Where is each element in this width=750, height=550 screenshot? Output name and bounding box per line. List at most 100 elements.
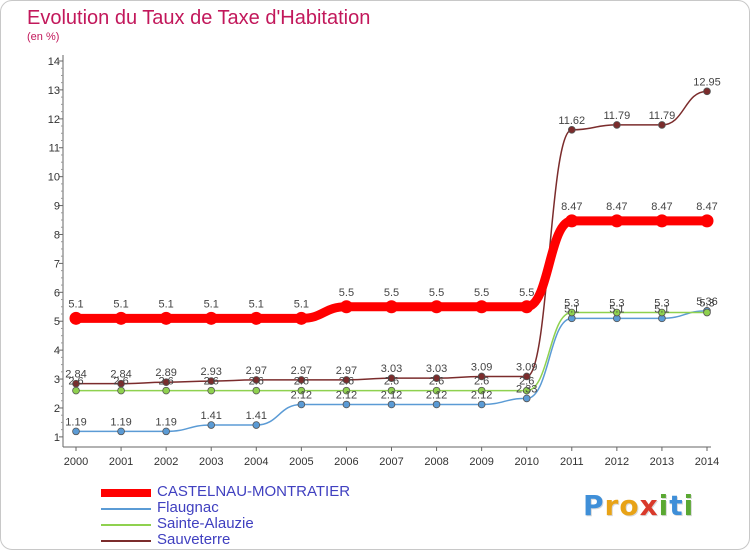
x-tick-label: 2013 (650, 456, 674, 468)
proxiti-logo: Proxiti (583, 489, 694, 522)
y-tick-label: 10 (48, 172, 60, 184)
data-label: 5.1 (113, 298, 128, 310)
data-label: 12.95 (693, 76, 721, 88)
data-label: 2.6 (339, 376, 354, 388)
legend-swatch-sainte-alauzie (101, 524, 151, 526)
data-point (72, 379, 80, 388)
chart-unit-label: (en %) (27, 31, 60, 43)
data-label: 2.6 (204, 376, 219, 388)
data-label: 2.6 (249, 376, 264, 388)
data-point (432, 374, 441, 382)
legend-swatch-castelnau (101, 489, 151, 497)
data-point (700, 214, 714, 228)
data-label: 2.84 (110, 369, 131, 381)
data-point (297, 400, 306, 409)
x-tick-label: 2009 (469, 456, 493, 468)
data-label: 2.6 (158, 376, 173, 388)
y-tick-label: 6 (54, 287, 60, 299)
data-label: 1.41 (201, 410, 222, 422)
y-tick-label: 8 (54, 229, 60, 241)
data-point (703, 87, 711, 96)
data-point (204, 311, 218, 325)
data-label: 3.03 (381, 363, 402, 375)
data-point (342, 386, 351, 395)
data-point (613, 121, 621, 129)
logo-letter: P (583, 489, 605, 522)
x-tick-label: 2007 (379, 456, 403, 468)
data-point (565, 214, 579, 228)
data-point (477, 386, 486, 395)
data-label: 11.62 (558, 115, 585, 127)
y-tick-label: 4 (54, 345, 60, 357)
x-tick-label: 2001 (109, 456, 133, 468)
data-point (430, 300, 444, 314)
data-point (387, 386, 396, 395)
data-label: 11.79 (603, 110, 630, 122)
x-tick-label: 2014 (695, 456, 719, 468)
data-label: 5.3 (654, 298, 669, 310)
data-point (252, 421, 261, 429)
data-label: 5.36 (696, 296, 717, 308)
data-point (117, 427, 125, 436)
data-label: 5.5 (339, 287, 354, 299)
data-point (159, 311, 173, 325)
data-label: 2.12 (381, 389, 402, 401)
y-tick-label: 13 (48, 85, 60, 97)
logo-letter: x (639, 489, 659, 522)
data-label: 2.97 (291, 365, 312, 377)
data-point (477, 400, 486, 409)
legend-label: Flaugnac (157, 499, 219, 516)
data-point (297, 386, 306, 395)
x-tick-label: 2004 (244, 456, 268, 468)
data-label: 5.1 (564, 303, 579, 315)
data-label: 5.1 (654, 303, 669, 315)
data-label: 2.6 (68, 376, 83, 388)
data-label: 2.97 (336, 365, 357, 377)
data-point (432, 400, 441, 409)
x-tick-label: 2012 (605, 456, 629, 468)
logo-letter: r (604, 489, 620, 522)
y-tick-label: 7 (54, 258, 60, 270)
legend-label: Sauveterre (157, 531, 231, 548)
data-label: 8.47 (606, 201, 627, 213)
data-point (117, 386, 125, 395)
y-tick-label: 11 (49, 143, 60, 155)
y-tick-label: 3 (54, 374, 60, 386)
legend-swatch-flaugnac (101, 508, 151, 510)
data-label: 2.6 (384, 376, 399, 388)
data-label: 1.19 (65, 416, 86, 428)
legend-label: Sainte-Alauzie (157, 515, 254, 532)
data-point (342, 376, 351, 384)
data-point (297, 376, 306, 384)
y-tick-label: 5 (54, 316, 60, 328)
data-point (567, 308, 576, 317)
data-point (387, 400, 396, 409)
data-point (252, 376, 261, 384)
y-tick-label: 14 (48, 56, 60, 68)
data-label: 2.6 (519, 376, 534, 388)
data-label: 2.33 (516, 383, 537, 395)
data-point (475, 300, 489, 314)
y-tick-label: 9 (54, 201, 60, 213)
data-point (387, 374, 396, 382)
data-point (703, 308, 711, 317)
series-line-castelnau-montratier (71, 216, 712, 323)
data-point (294, 311, 308, 325)
data-label: 2.89 (155, 367, 176, 379)
data-label: 5.3 (699, 298, 714, 310)
data-label: 2.84 (65, 369, 86, 381)
data-point (385, 300, 398, 314)
data-label: 5.1 (294, 298, 309, 310)
data-label: 5.5 (429, 287, 444, 299)
data-label: 8.47 (651, 201, 672, 213)
data-label: 2.93 (201, 366, 222, 378)
data-point (114, 311, 128, 325)
data-point (658, 121, 666, 129)
data-label: 5.5 (384, 287, 399, 299)
data-point (339, 300, 353, 314)
data-point (72, 427, 80, 436)
data-label: 8.47 (696, 201, 717, 213)
data-label: 2.6 (474, 376, 489, 388)
series-line-sauveterre (75, 90, 708, 385)
